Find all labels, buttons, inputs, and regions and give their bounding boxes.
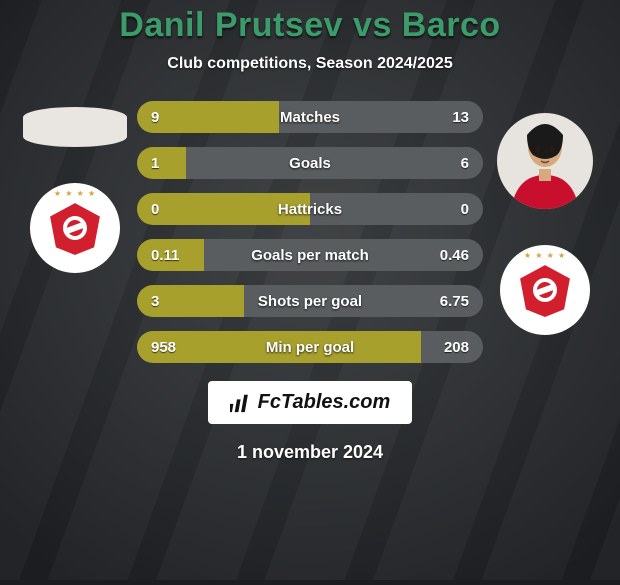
stat-value-right: 6.75 — [440, 293, 469, 310]
brand-text: FcTables.com — [258, 391, 391, 414]
subtitle: Club competitions, Season 2024/2025 — [167, 55, 452, 73]
date-label: 1 november 2024 — [237, 442, 383, 463]
stat-bar-left: 0.11 — [137, 239, 204, 271]
stat-bar-right: 0.46 — [204, 239, 483, 271]
player-photo-icon — [497, 113, 593, 209]
stat-bar-left: 958 — [137, 331, 421, 363]
spartak-crest-icon — [515, 260, 575, 320]
stat-value-right: 0 — [461, 201, 469, 218]
stat-value-left: 0.11 — [151, 247, 179, 264]
player-left-avatar — [23, 107, 127, 147]
player-left-club-logo: ★ ★ ★ ★ — [30, 183, 120, 273]
stat-row: 958208Min per goal — [137, 331, 483, 363]
stat-bar-left: 3 — [137, 285, 244, 317]
stat-value-right: 208 — [444, 339, 469, 356]
left-side: ★ ★ ★ ★ — [25, 101, 125, 273]
stat-bar-right: 6.75 — [244, 285, 483, 317]
player-right-avatar — [497, 113, 593, 209]
stat-row: 00Hattricks — [137, 193, 483, 225]
content: Danil Prutsev vs Barco Club competitions… — [0, 0, 620, 580]
stat-value-right: 6 — [461, 155, 469, 172]
stat-row: 0.110.46Goals per match — [137, 239, 483, 271]
spartak-crest-icon — [45, 198, 105, 258]
right-side: ★ ★ ★ ★ — [495, 101, 595, 335]
stat-bars: 913Matches16Goals00Hattricks0.110.46Goal… — [137, 101, 483, 363]
club-stars-icon: ★ ★ ★ ★ — [524, 251, 566, 260]
brand-badge: FcTables.com — [208, 381, 413, 424]
stat-bar-left: 0 — [137, 193, 310, 225]
club-stars-icon: ★ ★ ★ ★ — [54, 189, 96, 198]
stat-row: 16Goals — [137, 147, 483, 179]
stat-value-left: 1 — [151, 155, 159, 172]
stat-value-left: 958 — [151, 339, 176, 356]
stat-row: 913Matches — [137, 101, 483, 133]
page-title: Danil Prutsev vs Barco — [119, 6, 500, 45]
player-right-club-logo: ★ ★ ★ ★ — [500, 245, 590, 335]
stat-value-right: 13 — [452, 109, 469, 126]
stat-row: 36.75Shots per goal — [137, 285, 483, 317]
stat-bar-right: 208 — [421, 331, 483, 363]
stat-value-right: 0.46 — [440, 247, 469, 264]
stat-bar-left: 1 — [137, 147, 186, 179]
stat-value-left: 9 — [151, 109, 159, 126]
stat-bar-right: 0 — [310, 193, 483, 225]
stat-bar-right: 13 — [279, 101, 484, 133]
stat-value-left: 0 — [151, 201, 159, 218]
stat-bar-left: 9 — [137, 101, 279, 133]
brand-logo-icon — [230, 392, 252, 414]
stat-value-left: 3 — [151, 293, 159, 310]
comparison-area: ★ ★ ★ ★ 913Matches16Goals00Hattricks0.11… — [0, 101, 620, 363]
stat-bar-right: 6 — [186, 147, 483, 179]
